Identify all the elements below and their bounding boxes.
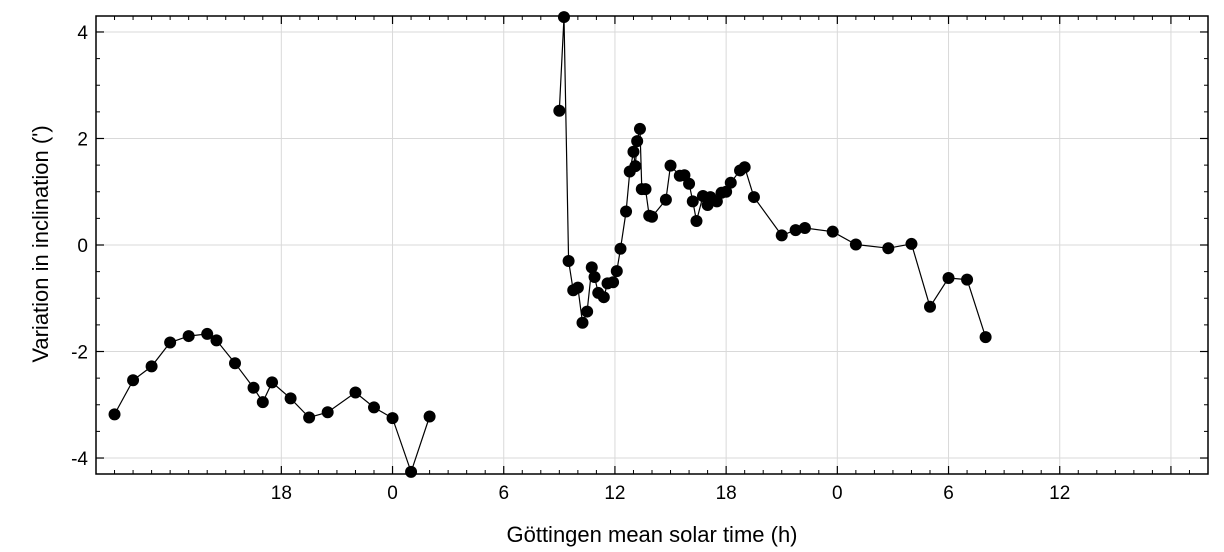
axis-ticks [95, 16, 1209, 474]
data-point [256, 396, 269, 409]
data-point [553, 104, 566, 117]
data-point [798, 221, 811, 234]
data-point [610, 265, 623, 278]
data-point [979, 331, 992, 344]
y-tick-label: 2 [77, 129, 88, 150]
data-point [386, 412, 399, 425]
x-tick-label: 6 [498, 483, 509, 504]
data-point [659, 193, 672, 206]
data-point [826, 225, 839, 238]
x-tick-label: 18 [716, 483, 737, 504]
x-tick-label: 12 [604, 483, 625, 504]
data-point [557, 11, 570, 24]
data-point [905, 237, 918, 250]
data-point [683, 177, 696, 190]
data-point [127, 374, 140, 387]
data-point [686, 195, 699, 208]
data-point [646, 210, 658, 223]
data-point [627, 145, 640, 158]
data-point [942, 272, 955, 285]
data-point [690, 215, 703, 228]
data-point [775, 229, 788, 242]
data-point [108, 408, 121, 421]
y-tick-label: -2 [71, 343, 88, 364]
data-point [738, 161, 751, 174]
x-tick-label: 12 [1049, 483, 1070, 504]
data-point [607, 276, 620, 289]
x-tick-label: 0 [387, 483, 398, 504]
data-point [614, 242, 627, 255]
data-point [210, 334, 223, 347]
data-point [303, 411, 316, 424]
data-point [585, 261, 598, 274]
x-tick-label: 0 [832, 483, 843, 504]
data-point [247, 381, 260, 394]
data-point [588, 270, 601, 283]
data-point [229, 357, 241, 370]
data-point [164, 336, 177, 349]
data-point [145, 360, 158, 373]
data-point [633, 122, 646, 135]
data-point [639, 183, 652, 196]
data-point [631, 135, 644, 148]
data-point [720, 185, 733, 198]
series-line [113, 333, 431, 474]
grid [96, 16, 1208, 474]
data-point [629, 160, 642, 173]
data-point [349, 386, 362, 399]
data-point [849, 238, 862, 251]
data-point [266, 376, 279, 389]
data-point [423, 410, 436, 423]
tick-labels: 18 0 6 12 18 0 6 12 -4 -2 0 2 4 [71, 23, 1070, 504]
x-tick-label: 18 [271, 483, 292, 504]
y-axis-label: Variation in inclination (') [28, 125, 53, 362]
data-point [201, 327, 214, 340]
y-tick-label: 4 [77, 23, 88, 44]
data-point [620, 205, 633, 218]
data-point [882, 242, 895, 255]
data-point [724, 176, 737, 189]
data-point [571, 281, 584, 294]
data-point [182, 330, 195, 343]
data-point [597, 291, 610, 304]
data-point [664, 159, 677, 172]
data-point [789, 224, 802, 237]
x-axis-label: Göttingen mean solar time (h) [506, 522, 797, 547]
series-line [558, 17, 987, 338]
data-point [747, 191, 760, 204]
data-point [368, 401, 380, 414]
data-point [321, 406, 334, 419]
data-point [576, 316, 589, 329]
data-point [924, 300, 936, 313]
data-point [961, 273, 974, 286]
y-tick-label: -4 [71, 449, 88, 470]
y-tick-label: 0 [77, 236, 88, 257]
x-tick-label: 6 [943, 483, 954, 504]
data-point [581, 305, 594, 318]
data-point [284, 392, 297, 405]
data-series [108, 11, 992, 478]
data-point [562, 254, 575, 267]
